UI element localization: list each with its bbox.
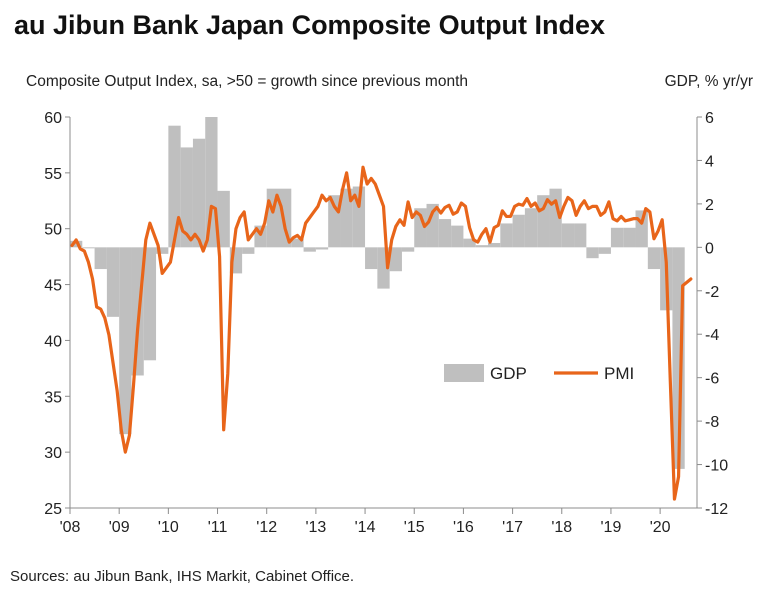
gdp-bar — [143, 247, 157, 361]
gdp-bar — [106, 247, 120, 317]
left-tick-label: 60 — [44, 110, 62, 127]
x-tick-label: '16 — [453, 519, 474, 536]
left-tick-label: 35 — [44, 389, 62, 406]
right-tick-label: 0 — [705, 240, 714, 257]
gdp-bar — [512, 214, 525, 248]
right-tick-label: -2 — [705, 284, 719, 301]
gdp-bar — [82, 247, 95, 249]
x-tick-label: '19 — [601, 519, 622, 536]
gdp-bar — [94, 247, 107, 270]
gdp-bar — [119, 247, 132, 435]
left-tick-label: 30 — [44, 445, 62, 462]
x-tick-label: '08 — [60, 519, 81, 536]
legend-pmi-label: PMI — [604, 364, 634, 383]
left-tick-label: 55 — [44, 166, 62, 183]
right-tick-label: -8 — [705, 414, 719, 431]
gdp-bar — [389, 247, 402, 272]
gdp-bar — [426, 203, 439, 248]
left-tick-label: 25 — [44, 501, 62, 518]
x-tick-label: '18 — [551, 519, 572, 536]
gdp-bar — [70, 240, 83, 248]
x-tick-label: '20 — [650, 519, 671, 536]
gdp-bar — [242, 247, 255, 254]
gdp-bar — [217, 190, 230, 248]
right-tick-label: -4 — [705, 327, 719, 344]
x-tick-label: '10 — [158, 519, 179, 536]
gdp-bar — [537, 195, 550, 248]
x-tick-label: '09 — [109, 519, 130, 536]
pmi-line — [70, 165, 693, 501]
gdp-bar — [192, 138, 206, 248]
left-axis-caption: Composite Output Index, sa, >50 = growth… — [26, 73, 468, 90]
gdp-bar — [180, 147, 193, 248]
x-tick-label: '17 — [502, 519, 523, 536]
gdp-bar — [451, 225, 464, 248]
gdp-bar — [365, 247, 378, 270]
legend-gdp-swatch — [444, 364, 484, 382]
source-note: Sources: au Jibun Bank, IHS Markit, Cabi… — [10, 568, 355, 585]
pmi-line-group — [70, 165, 693, 501]
right-tick-label: -12 — [705, 501, 728, 518]
right-tick-label: -10 — [705, 458, 728, 475]
left-tick-label: 50 — [44, 222, 62, 239]
gdp-bar — [610, 227, 624, 248]
gdp-bar — [340, 188, 353, 248]
gdp-bar — [414, 208, 427, 248]
right-tick-label: 2 — [705, 197, 714, 214]
gdp-bar — [279, 188, 292, 248]
gdp-bar — [561, 223, 575, 248]
gdp-bar — [438, 219, 452, 248]
gdp-bar — [463, 238, 476, 248]
gdp-bar — [598, 247, 611, 254]
right-axis-caption: GDP, % yr/yr — [664, 73, 753, 90]
gdp-bar — [524, 208, 538, 248]
x-tick-label: '11 — [208, 519, 228, 536]
gdp-bar — [291, 238, 304, 248]
gdp-bar — [156, 247, 169, 254]
gdp-bar — [623, 227, 636, 248]
x-tick-label: '12 — [256, 519, 277, 536]
right-tick-label: 6 — [705, 110, 714, 127]
right-tick-label: -6 — [705, 371, 719, 388]
x-tick-label: '13 — [305, 519, 326, 536]
x-tick-label: '15 — [404, 519, 425, 536]
gdp-bar — [586, 247, 599, 259]
x-tick-label: '14 — [355, 519, 376, 536]
gdp-bar — [315, 247, 329, 250]
gdp-bar — [401, 247, 415, 252]
gdp-bar — [500, 223, 513, 248]
left-tick-label: 40 — [44, 333, 62, 350]
legend-gdp-label: GDP — [490, 364, 527, 383]
legend: GDP PMI — [444, 364, 634, 383]
right-tick-label: 4 — [705, 153, 714, 170]
gdp-bar — [574, 223, 587, 248]
chart-title: au Jibun Bank Japan Composite Output Ind… — [14, 10, 606, 40]
gdp-bar — [488, 242, 501, 248]
gdp-bar — [475, 245, 488, 248]
left-tick-label: 45 — [44, 278, 62, 295]
gdp-bar — [168, 125, 181, 248]
gdp-bar — [635, 210, 648, 248]
axes: 25 30 35 40 45 50 55 60 -12 -10 -8 -6 -4 -2 0 2 4 6 '08 '09… — [44, 110, 728, 536]
gdp-bar — [303, 247, 316, 252]
gdp-bar — [647, 247, 661, 270]
chart-canvas: 25 30 35 40 45 50 55 60 -12 -10 -8 -6 -4 -2 0 2 4 6 '08 '09… — [44, 110, 728, 536]
gdp-bars — [70, 117, 685, 469]
